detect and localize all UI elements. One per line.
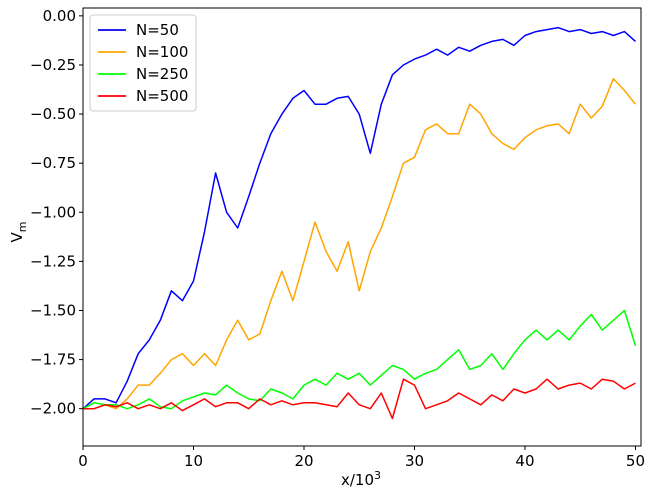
y-tick-label: −1.75	[30, 351, 76, 369]
x-tick-label: 40	[515, 452, 534, 470]
legend-label: N=50	[136, 21, 179, 39]
legend-box	[89, 14, 197, 112]
y-tick-label: −0.75	[30, 154, 76, 172]
y-tick-label: 0.00	[43, 7, 76, 25]
y-tick-label: −0.50	[30, 105, 76, 123]
y-axis-label: Vm	[8, 222, 29, 243]
legend-label: N=500	[136, 87, 188, 105]
series-layer	[82, 26, 637, 420]
y-tick-label: −1.00	[30, 203, 76, 221]
x-axis-label-superscript: 3	[374, 469, 381, 482]
y-axis-label-subscript: m	[16, 222, 29, 233]
series-line-3	[82, 309, 637, 410]
series-line-4	[83, 378, 636, 420]
series-line-1	[82, 26, 636, 410]
y-axis-label-text: V	[8, 231, 26, 242]
legend-label: N=100	[136, 43, 188, 61]
x-axis-label-text: x/10	[341, 471, 374, 489]
y-tick-label: −0.25	[30, 56, 76, 74]
series-line-2	[83, 77, 637, 410]
y-tick-label: −2.00	[30, 400, 76, 418]
plot-frame	[82, 7, 642, 447]
x-tick-label: 0	[78, 452, 88, 470]
x-axis-label: x/103	[341, 469, 381, 489]
x-tick-label: 30	[405, 452, 424, 470]
y-tick-label: −1.50	[30, 301, 76, 319]
legend-label: N=250	[136, 65, 188, 83]
y-tick-label: −1.25	[30, 252, 76, 270]
ticks-layer: 0 10 20 30 40 50 0.00 −0.25 −0.50 −0.75 −1.00 −1.25…	[30, 7, 645, 470]
x-tick-label: 50	[626, 452, 645, 470]
x-tick-label: 20	[294, 452, 313, 470]
x-tick-label: 10	[184, 452, 203, 470]
legend: N=50 N=100 N=250 N=500	[89, 14, 197, 112]
